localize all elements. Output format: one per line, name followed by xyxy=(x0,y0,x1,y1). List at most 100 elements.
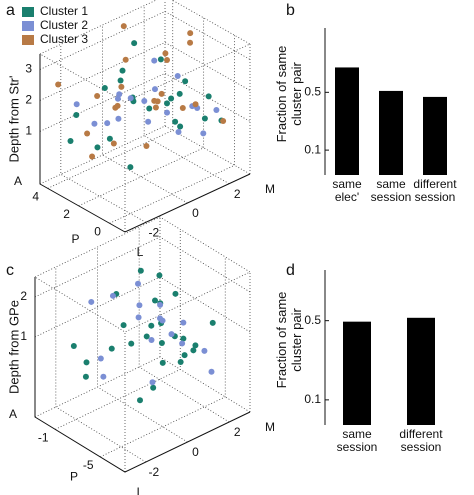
grid-line xyxy=(39,72,251,132)
data-point xyxy=(152,297,158,304)
grid-line xyxy=(34,276,251,338)
data-point xyxy=(205,93,212,100)
data-point xyxy=(162,50,169,57)
lm-axis-label: M xyxy=(265,420,275,434)
ap-tick-label: 4 xyxy=(32,190,39,204)
data-point xyxy=(100,373,107,380)
ap-tick-label: -1 xyxy=(38,431,49,445)
lm-tick-label: 2 xyxy=(234,425,241,439)
z-tick-label: 2 xyxy=(20,289,27,303)
data-point xyxy=(109,292,116,299)
data-point xyxy=(201,115,208,122)
data-point xyxy=(157,56,164,63)
lm-tick-label: 0 xyxy=(192,206,199,220)
data-point xyxy=(174,73,181,80)
box-edge xyxy=(34,216,251,333)
data-point xyxy=(73,101,80,108)
data-point xyxy=(200,130,207,137)
box-edge xyxy=(39,0,251,103)
data-point xyxy=(135,314,142,321)
data-point xyxy=(122,56,129,63)
panel-letter: b xyxy=(286,2,295,19)
data-point xyxy=(143,143,150,150)
data-point xyxy=(112,104,119,111)
data-point xyxy=(108,345,115,352)
grid-line xyxy=(102,25,188,204)
data-point xyxy=(182,78,189,85)
data-point xyxy=(137,267,144,274)
data-point xyxy=(208,368,215,375)
data-point xyxy=(181,352,188,359)
panel-letter: a xyxy=(6,2,15,19)
data-point xyxy=(156,272,163,279)
z-axis-label: Depth from Str' xyxy=(6,75,22,163)
data-point xyxy=(213,107,220,114)
data-point xyxy=(106,135,113,142)
lm-tick-label: 2 xyxy=(234,187,241,201)
y-axis-label: Fraction of same cluster pair xyxy=(274,45,304,142)
data-point xyxy=(151,86,158,93)
panel-letter: c xyxy=(6,262,14,279)
bar xyxy=(423,96,447,175)
data-point xyxy=(164,100,171,107)
z-tick-label: 1 xyxy=(25,124,32,138)
data-point xyxy=(104,120,111,127)
data-point xyxy=(143,333,150,340)
data-point xyxy=(110,140,117,147)
data-point xyxy=(94,144,101,151)
y-tick-label: 0.5 xyxy=(304,313,321,327)
ap-axis-label: P xyxy=(70,470,78,484)
data-point xyxy=(150,384,157,391)
data-point xyxy=(115,115,122,122)
data-point xyxy=(157,301,164,308)
ap-axis-label: P xyxy=(71,232,79,246)
data-point xyxy=(84,130,91,137)
x-tick-label: same elec' xyxy=(332,177,362,204)
data-point xyxy=(94,93,101,100)
legend-swatch xyxy=(22,35,34,45)
ap-tick-label: 2 xyxy=(63,207,70,221)
lm-tick-label: -2 xyxy=(148,465,159,479)
data-point xyxy=(180,335,187,342)
data-point xyxy=(73,111,80,118)
box-edge xyxy=(34,356,251,418)
legend-swatch xyxy=(22,21,34,31)
grid-line xyxy=(109,35,235,224)
data-point xyxy=(151,57,158,64)
data-point xyxy=(137,397,143,404)
axis-line xyxy=(39,54,251,233)
data-point xyxy=(175,128,182,135)
data-point xyxy=(83,359,90,366)
data-point xyxy=(179,340,186,347)
axis-line xyxy=(34,277,251,473)
grid-line xyxy=(100,256,226,458)
x-tick-label: different session xyxy=(413,177,457,204)
grid-line xyxy=(39,11,251,70)
y-tick-label: 0.1 xyxy=(304,142,321,156)
data-point xyxy=(120,322,127,329)
lm-axis-label: M xyxy=(265,182,275,196)
data-point xyxy=(146,105,153,112)
data-point xyxy=(127,95,134,102)
data-point xyxy=(209,319,216,326)
grid-line xyxy=(47,0,174,189)
data-point xyxy=(187,30,194,37)
bar xyxy=(379,90,403,175)
data-point xyxy=(89,153,96,160)
data-point xyxy=(164,56,171,63)
data-point xyxy=(116,91,123,98)
data-point xyxy=(127,164,134,171)
data-point xyxy=(201,347,208,354)
data-point xyxy=(118,83,125,90)
data-point xyxy=(158,340,165,346)
data-point xyxy=(220,117,227,124)
x-tick-label: different session xyxy=(399,427,443,454)
data-point xyxy=(119,67,126,74)
lm-tick-label: -2 xyxy=(148,226,159,240)
panel-letter: d xyxy=(286,262,295,279)
ap-axis-label: A xyxy=(9,407,17,421)
data-point xyxy=(145,118,152,125)
legend-label: Cluster 2 xyxy=(40,18,88,32)
